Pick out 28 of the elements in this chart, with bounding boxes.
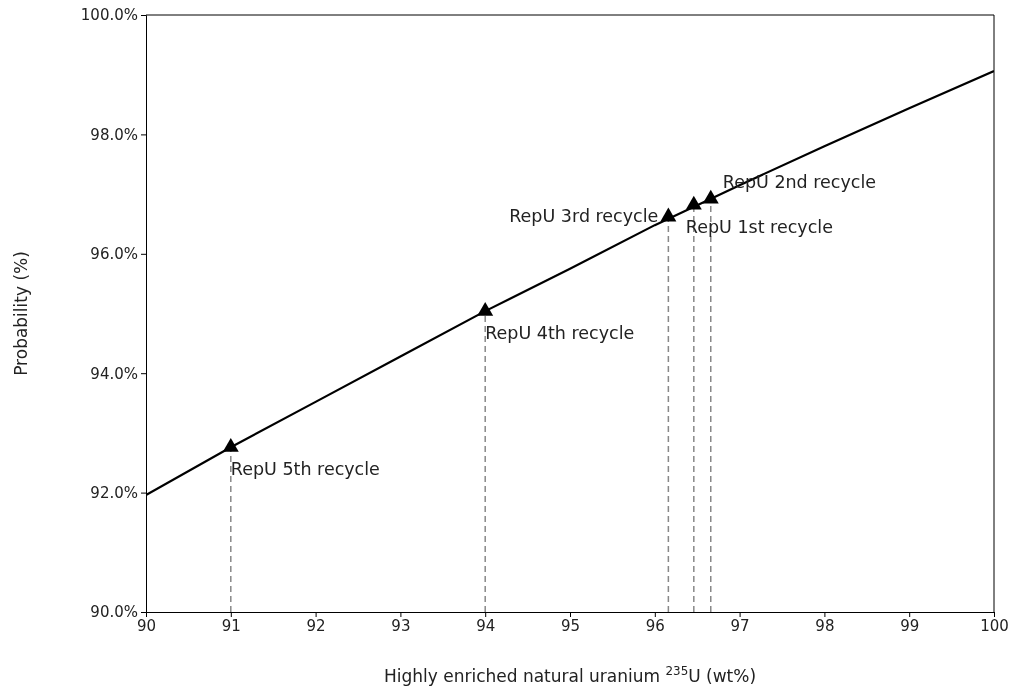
x-tick-label: 93 [391, 616, 411, 635]
point [660, 207, 677, 222]
point [477, 301, 494, 316]
y-tick-label: 90.0% [90, 603, 138, 622]
x-tick-label: 90 [136, 616, 157, 635]
x-axis-title: Highly enriched natural uranium $^{235}$U (wt%) [383, 664, 757, 686]
y-tick-label: 96.0% [90, 245, 138, 264]
y-tick-label: 98.0% [90, 125, 138, 144]
point [702, 189, 719, 204]
annotation: RepU 5th recycle [230, 459, 380, 480]
x-tick-label: 92 [306, 616, 326, 635]
annotation: RepU 4th recycle [485, 323, 635, 344]
x-tick-label: 96 [645, 616, 665, 635]
y-tick-label: 100.0% [80, 6, 138, 25]
x-tick-label: 91 [221, 616, 241, 635]
x-tick-label: 98 [815, 616, 835, 635]
y-axis-title: Probability (%) [11, 251, 31, 376]
point [685, 195, 702, 210]
y-tick-label: 92.0% [90, 483, 138, 502]
annotation: RepU 3rd recycle [509, 205, 659, 226]
x-tick-label: 94 [476, 616, 496, 635]
x-tick-label: 95 [560, 616, 581, 635]
annotation: RepU 1st recycle [685, 216, 833, 237]
x-tick-label: 97 [730, 616, 750, 635]
y-tick-label: 94.0% [90, 364, 138, 383]
x-tick-label: 100 [980, 616, 1009, 635]
point [222, 438, 239, 452]
x-tick-label: 99 [900, 616, 920, 635]
